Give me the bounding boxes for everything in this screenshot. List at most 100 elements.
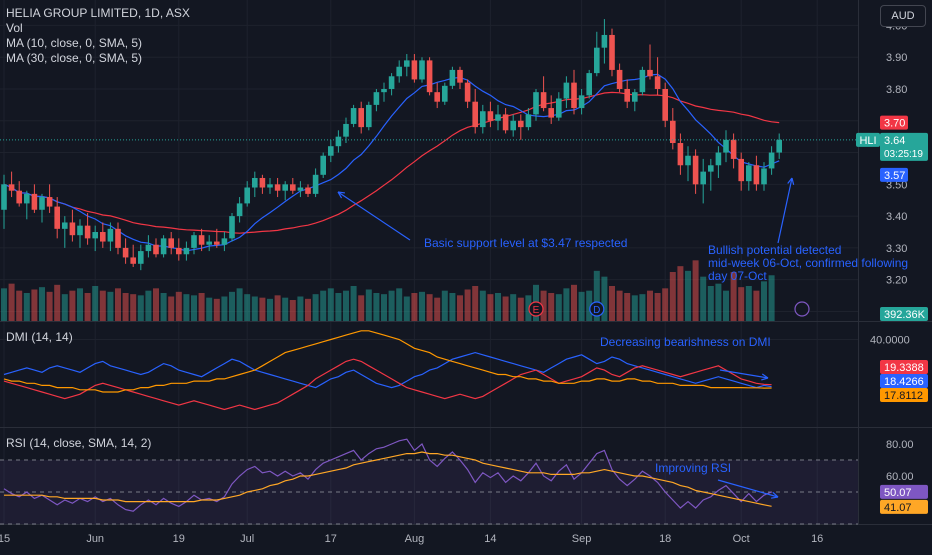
x-tick-label: Oct [733,533,750,545]
dmi-tick-label: 40.0000 [870,335,910,347]
dmi-arrow [719,369,769,379]
rsi-ma-value-label: 41.07 [884,502,912,514]
volume-bar [434,297,441,321]
volume-bar [358,295,365,321]
candle-body [168,238,174,248]
ma30-value-label: 3.70 [884,118,905,130]
volume-value-label: 392.36K [884,309,926,321]
support-arrow [337,191,411,241]
ma30-legend[interactable]: MA (30, close, 0, SMA, 5) [6,51,143,65]
volume-bar [540,290,547,321]
volume-bar [183,294,190,321]
candle-body [320,155,326,175]
candle-body [442,85,448,102]
candle-body [594,47,600,74]
volume-bar [624,293,631,321]
volume-bar [677,266,684,321]
volume-bar [160,293,167,321]
candle-body [677,143,684,166]
volume-bar [221,296,228,321]
candle-body [700,171,706,185]
candle-body [670,120,676,144]
dmi-legend[interactable]: DMI (14, 14) [6,330,73,345]
price-tick-label: 3.40 [886,211,907,223]
dmi-adx-line [3,330,772,393]
volume-bar [92,286,99,321]
volume-bar [289,300,296,321]
candle-body [556,98,562,118]
volume-bar [441,290,448,321]
candle-body [107,228,114,242]
volume-bar [457,295,463,321]
volume-bar [305,298,311,321]
candle-body [267,184,273,188]
volume-bar [213,298,220,321]
volume-bar [153,288,159,321]
candle-body [624,88,630,102]
volume-bar [639,294,646,321]
volume-bar [730,272,737,321]
volume-bar [578,291,585,321]
volume-bar [715,283,722,321]
dmi-annotation: Decreasing bearishness on DMI [600,335,771,349]
candle-body [449,69,456,86]
volume-bar [244,294,251,321]
candle-body [259,177,266,188]
candle-body [290,184,296,191]
candle-body [662,88,668,121]
volume-bar [654,293,661,321]
rsi-value-bg [880,484,928,499]
rsi-arrow-head [771,491,779,499]
candle-body [138,251,144,264]
volume-bar [685,270,691,321]
volume-bar [601,276,608,321]
volume-bar [647,290,653,321]
volume-bar [396,288,403,321]
volume-bar [669,272,676,321]
candle-body [130,257,136,264]
volume-bar [77,288,83,321]
candle-body [609,34,615,70]
price-tick-label: 3.90 [886,52,907,64]
volume-bar [99,290,106,321]
x-tick-label: 14 [484,533,496,545]
volume-bar [555,294,562,321]
earnings-badge-letter: E [533,305,540,316]
rsi-annotation: Improving RSI [655,461,731,475]
price-tick-label: 3.30 [886,243,907,255]
candle-body [381,88,387,93]
x-tick-label: 15 [0,533,10,545]
candle-body [388,76,395,89]
volume-bar [107,291,114,321]
volume-bar [525,295,532,321]
volume-bar [259,297,266,321]
price-tick-label: 3.50 [886,179,907,191]
candle-body [62,222,68,229]
candle-body [312,174,319,194]
candle-body [206,241,212,245]
candle-body [464,82,471,102]
currency-button[interactable]: AUD [880,5,926,27]
candle-body [244,187,250,204]
volume-bar [388,290,395,321]
candle-body [153,244,159,255]
x-tick-label: 16 [811,533,823,545]
volume-bar [137,295,144,321]
volume-bar [662,288,669,321]
candle-body [746,165,752,182]
volume-bar [707,286,714,321]
symbol-title[interactable]: HELIA GROUP LIMITED, 1D, ASX [6,6,190,20]
x-tick-label: 17 [325,533,337,545]
volume-bar [282,297,289,321]
rsi-legend[interactable]: RSI (14, close, SMA, 14, 2) [6,436,151,451]
candle-body [715,152,722,166]
bullish-arrow-head [787,177,795,185]
support-arrow-head [337,191,346,199]
ma10-legend[interactable]: MA (10, close, 0, SMA, 5) [6,36,143,50]
vol-legend[interactable]: Vol [6,21,23,35]
support-annotation: Basic support level at $3.47 respected [424,236,627,250]
candle-body [472,101,478,128]
candle-body [373,92,380,105]
price-tick-label: 3.20 [886,275,907,287]
